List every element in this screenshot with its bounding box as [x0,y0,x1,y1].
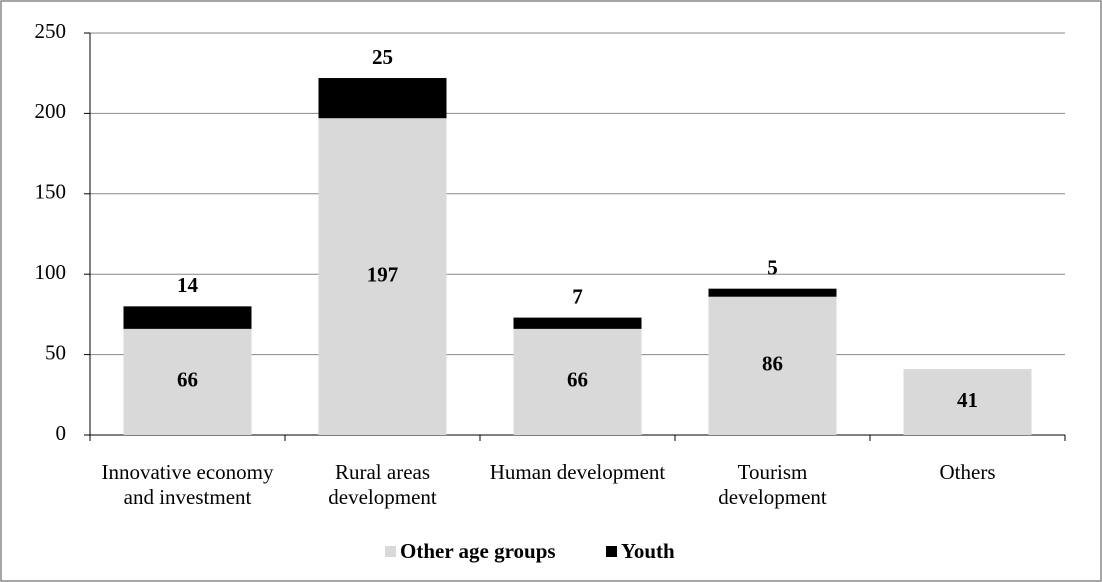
legend-swatch [385,546,396,557]
data-label: 41 [957,388,978,412]
y-tick-label: 150 [35,180,67,204]
legend-label: Youth [621,539,675,563]
data-label: 7 [572,284,583,308]
data-label: 5 [767,255,778,279]
x-tick-label: Tourism development [718,460,827,509]
x-tick-label: Human development [489,460,666,484]
bar-segment [708,296,837,435]
bar-segment [513,317,642,329]
bar-segment [123,306,252,329]
legend-swatch [606,546,617,557]
data-label: 14 [177,273,199,297]
data-label: 25 [372,45,393,69]
legend-label: Other age groups [400,539,556,563]
legend-item: Other age groups [385,539,556,564]
x-tick-label: Innovative economy and investment [101,460,274,509]
x-tick-label: Others [939,460,996,484]
data-label: 197 [367,262,399,286]
y-tick-label: 0 [56,421,67,445]
bar-segment [318,118,447,435]
y-tick-label: 250 [35,19,67,43]
y-tick-label: 50 [45,340,66,364]
data-label: 66 [177,368,198,392]
bar-segment [123,328,252,435]
x-tick-label: Rural areas development [328,460,437,509]
bar-segment [318,78,447,119]
bar-segment [903,369,1032,435]
legend-item: Youth [606,539,675,564]
bar-segment [513,328,642,435]
data-label: 66 [567,368,588,392]
bar-segment [708,288,837,297]
y-tick-label: 100 [35,260,67,284]
data-label: 86 [762,352,783,376]
y-tick-label: 200 [35,99,67,123]
